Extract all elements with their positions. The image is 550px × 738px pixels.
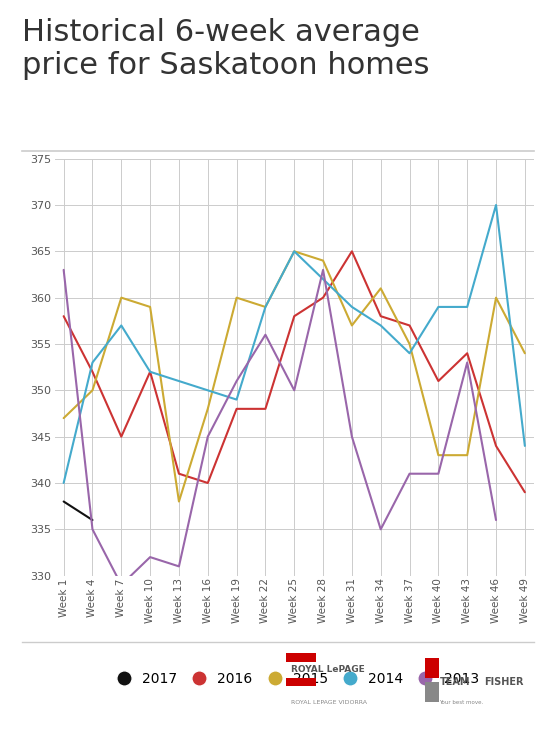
Text: FISHER: FISHER bbox=[484, 677, 524, 687]
Bar bbox=[425, 682, 439, 703]
Text: ROYAL LePAGE: ROYAL LePAGE bbox=[291, 665, 365, 675]
Bar bbox=[286, 654, 316, 661]
Bar bbox=[425, 658, 439, 677]
Text: Your best move.: Your best move. bbox=[439, 700, 483, 705]
Bar bbox=[286, 677, 316, 686]
Text: ROYAL LEPAGE VIDORRA: ROYAL LEPAGE VIDORRA bbox=[291, 700, 367, 705]
Text: Historical 6-week average
price for Saskatoon homes: Historical 6-week average price for Sask… bbox=[22, 18, 430, 80]
Text: TEAM: TEAM bbox=[439, 677, 470, 687]
Legend: 2017, 2016, 2015, 2014, 2013: 2017, 2016, 2015, 2014, 2013 bbox=[104, 666, 484, 691]
